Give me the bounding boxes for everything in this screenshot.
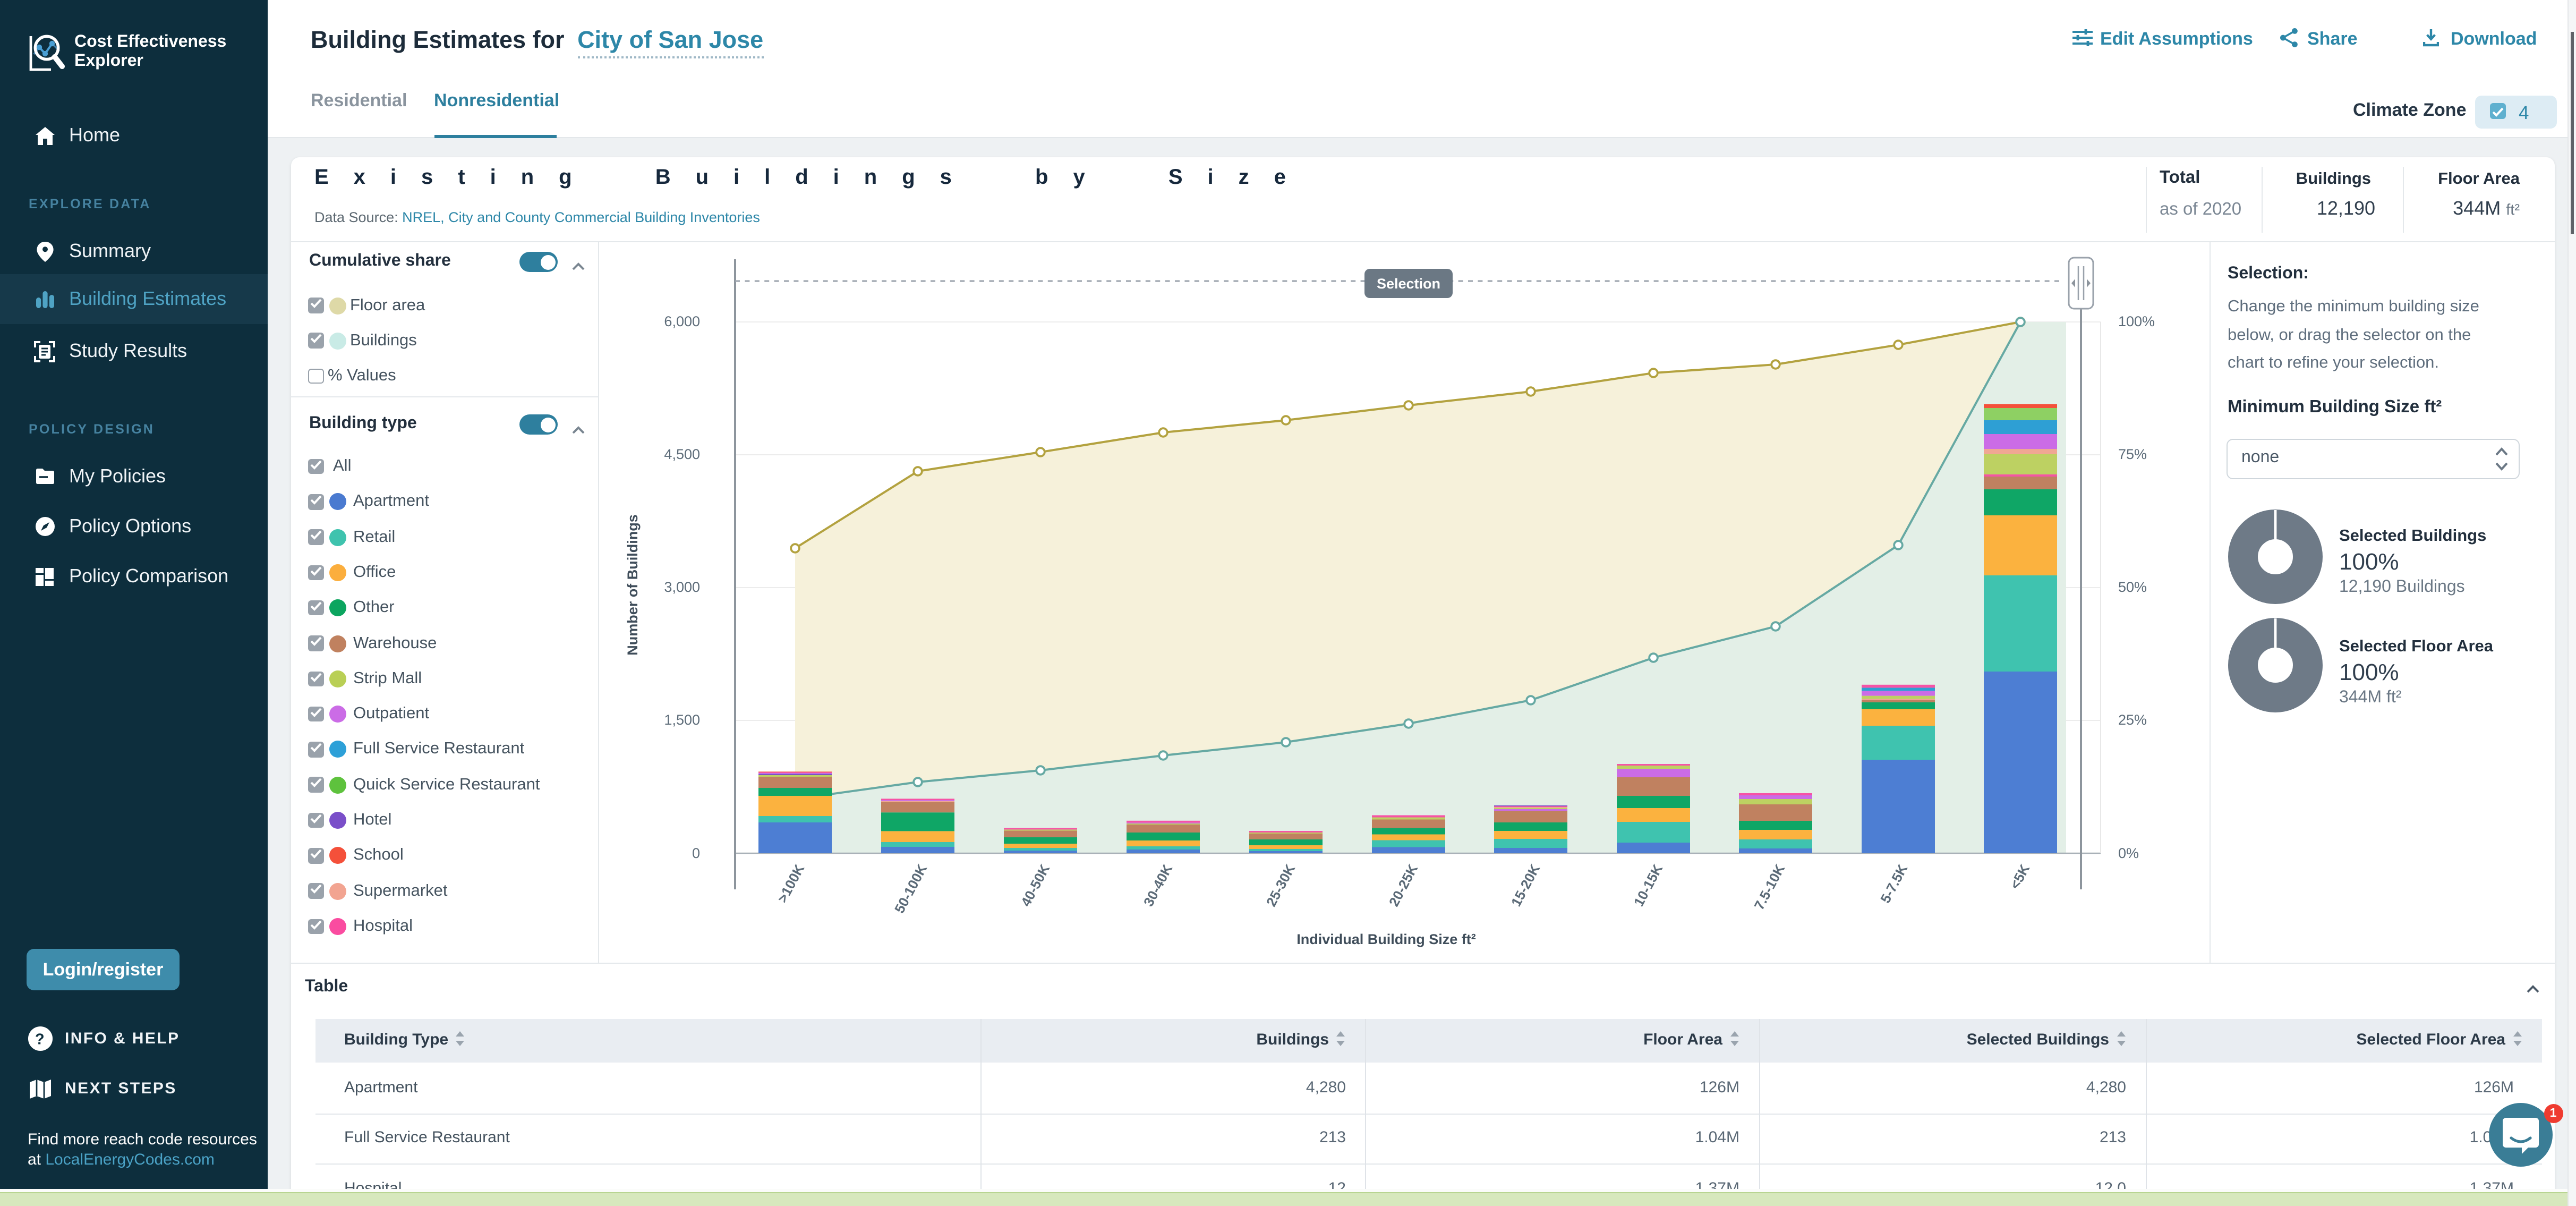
svg-text:100%: 100%: [2118, 313, 2155, 329]
svg-text:?: ?: [35, 1031, 46, 1048]
svg-text:4,500: 4,500: [664, 446, 700, 462]
svg-text:0: 0: [692, 845, 700, 861]
svg-text:75%: 75%: [2118, 446, 2147, 462]
svg-text:6,000: 6,000: [664, 313, 700, 329]
svg-text:25%: 25%: [2118, 711, 2147, 727]
svg-text:15-20K: 15-20K: [1508, 861, 1543, 909]
svg-text:5-7.5K: 5-7.5K: [1877, 861, 1910, 905]
svg-text:Individual Building Size ft²: Individual Building Size ft²: [1296, 931, 1476, 947]
svg-text:Number of Buildings: Number of Buildings: [625, 514, 641, 655]
svg-text:50%: 50%: [2118, 579, 2147, 594]
svg-text:1,500: 1,500: [664, 711, 700, 727]
svg-text:10-15K: 10-15K: [1631, 861, 1666, 909]
svg-text:>100K: >100K: [774, 861, 807, 905]
svg-text:20-25K: 20-25K: [1386, 861, 1421, 909]
svg-text:<5K: <5K: [2007, 861, 2033, 891]
svg-text:50-100K: 50-100K: [891, 861, 930, 915]
svg-text:25-30K: 25-30K: [1263, 861, 1299, 909]
svg-text:7.5-10K: 7.5-10K: [1751, 861, 1788, 912]
svg-text:Selection: Selection: [1377, 275, 1440, 291]
svg-text:40-50K: 40-50K: [1018, 861, 1053, 909]
svg-text:0%: 0%: [2118, 845, 2139, 861]
svg-text:30-40K: 30-40K: [1140, 861, 1176, 909]
svg-text:3,000: 3,000: [664, 579, 700, 594]
